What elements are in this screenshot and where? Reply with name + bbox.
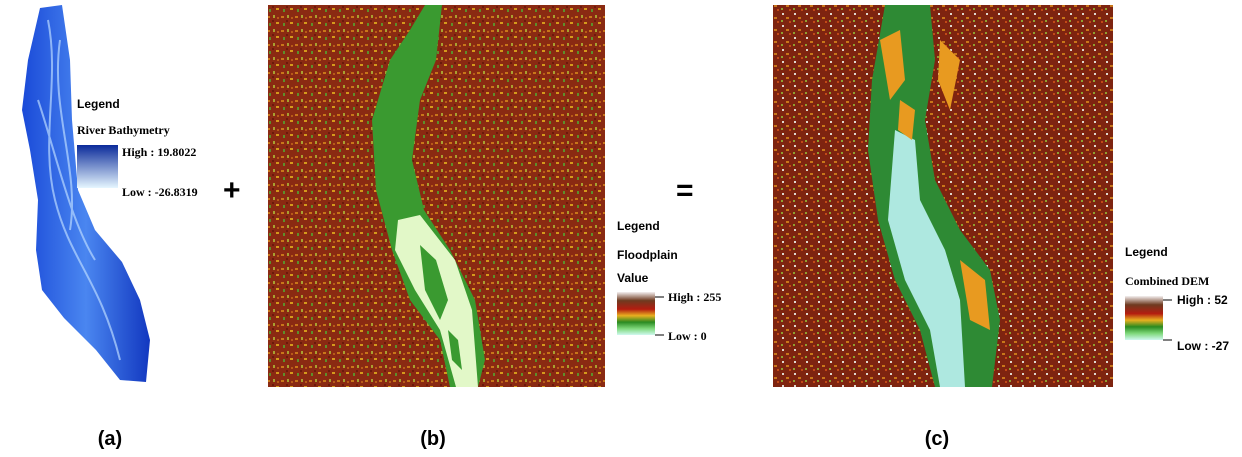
legend-low: Low : 0 xyxy=(668,329,707,343)
legend-high: High : 255 xyxy=(668,290,721,304)
legend-high: High : 52 xyxy=(1177,293,1228,307)
legend-high: High : 19.8022 xyxy=(122,145,196,159)
legend-clip xyxy=(204,140,224,210)
caption: (c) xyxy=(925,428,949,450)
caption: (b) xyxy=(420,428,446,450)
legend-layer: Combined DEM xyxy=(1125,274,1209,288)
legend-ramp xyxy=(617,292,655,335)
legend-layer: Floodplain xyxy=(617,248,678,262)
operator-plus: + xyxy=(223,174,241,207)
legend-low: Low : -27 xyxy=(1177,339,1229,353)
legend-layer: River Bathymetry xyxy=(77,123,170,137)
legend-title: Legend xyxy=(1125,245,1168,259)
legend-field: Value xyxy=(617,271,649,285)
legend-title: Legend xyxy=(77,97,120,111)
legend-title: Legend xyxy=(617,219,660,233)
caption: (a) xyxy=(98,428,122,450)
figure: Legend River Bathymetry High : 19.8022 L… xyxy=(0,0,1242,457)
legend-ramp xyxy=(1125,296,1163,340)
operator-equals: = xyxy=(676,174,694,207)
legend-ramp xyxy=(77,145,118,188)
legend-low: Low : -26.8319 xyxy=(122,185,198,199)
